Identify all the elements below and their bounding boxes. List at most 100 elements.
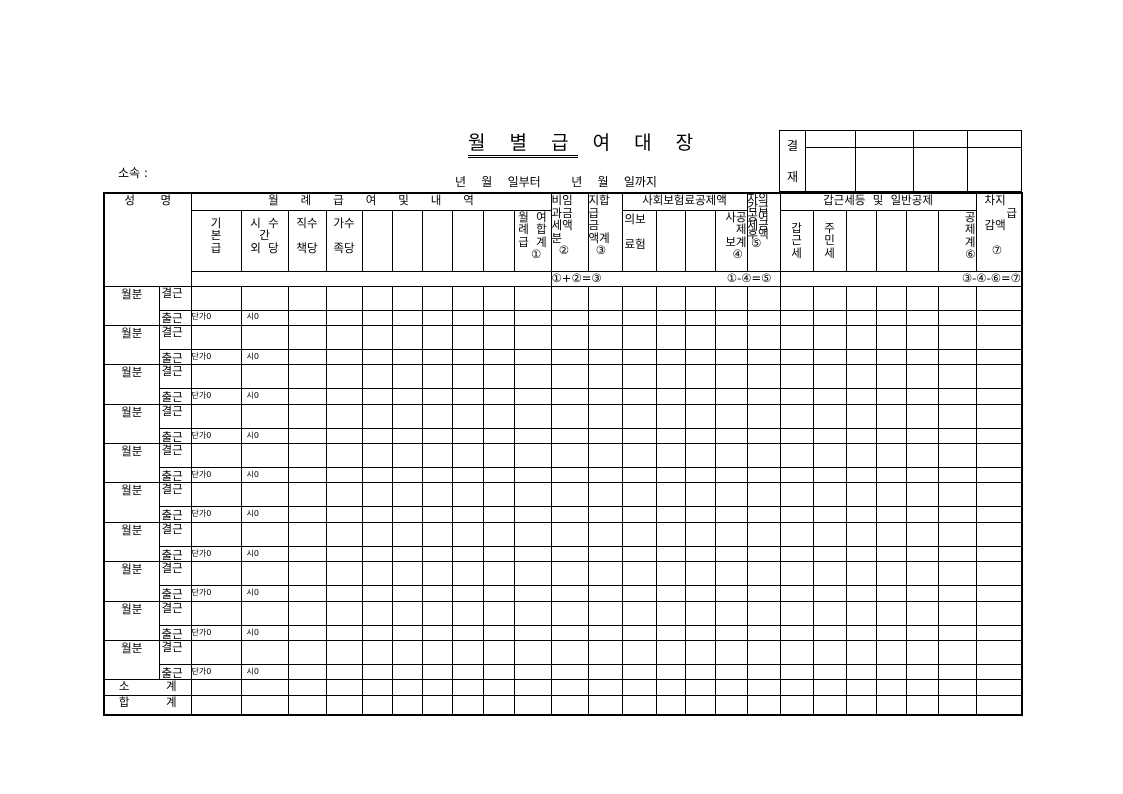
- data-cell[interactable]: [482, 309, 515, 326]
- data-cell[interactable]: [684, 664, 716, 681]
- data-cell[interactable]: [875, 561, 907, 587]
- data-cell[interactable]: [714, 388, 748, 405]
- data-cell[interactable]: [845, 309, 877, 326]
- data-cell[interactable]: [482, 640, 515, 666]
- data-cell[interactable]: [325, 600, 363, 626]
- data-cell[interactable]: [779, 364, 814, 390]
- data-cell[interactable]: [975, 640, 1023, 666]
- data-cell[interactable]: [325, 624, 363, 642]
- data-cell[interactable]: [975, 561, 1023, 587]
- data-cell[interactable]: [684, 348, 716, 366]
- data-cell[interactable]: [875, 285, 907, 311]
- data-cell[interactable]: [482, 364, 515, 390]
- data-cell[interactable]: [482, 624, 515, 642]
- data-cell[interactable]: [621, 585, 657, 602]
- data-cell[interactable]: [779, 427, 814, 445]
- data-cell[interactable]: [714, 624, 748, 642]
- data-cell[interactable]: [361, 427, 393, 445]
- data-cell[interactable]: [684, 309, 716, 326]
- data-cell[interactable]: [812, 545, 847, 563]
- data-cell[interactable]: [287, 427, 327, 445]
- data-cell[interactable]: [482, 403, 515, 429]
- data-cell[interactable]: [361, 403, 393, 429]
- data-cell[interactable]: [482, 388, 515, 405]
- data-cell[interactable]: [482, 521, 515, 547]
- data-cell[interactable]: [587, 521, 623, 547]
- data-cell[interactable]: [391, 388, 423, 405]
- data-cell[interactable]: [937, 285, 977, 311]
- data-cell[interactable]: [287, 309, 327, 326]
- data-cell[interactable]: [421, 324, 453, 350]
- data-cell[interactable]: [845, 561, 877, 587]
- data-cell[interactable]: [655, 585, 686, 602]
- hours-cell[interactable]: 시0: [240, 545, 289, 563]
- data-cell[interactable]: [550, 482, 589, 508]
- sum-cell[interactable]: [621, 679, 657, 697]
- data-cell[interactable]: [746, 640, 781, 666]
- data-cell[interactable]: [812, 521, 847, 547]
- sum-cell[interactable]: [240, 679, 289, 697]
- data-cell[interactable]: [905, 600, 939, 626]
- data-cell[interactable]: [845, 324, 877, 350]
- data-cell[interactable]: [746, 506, 781, 523]
- data-cell[interactable]: [587, 324, 623, 350]
- data-cell[interactable]: [875, 506, 907, 523]
- data-cell[interactable]: [361, 482, 393, 508]
- data-cell[interactable]: [845, 467, 877, 484]
- data-cell[interactable]: [812, 600, 847, 626]
- data-cell[interactable]: [812, 324, 847, 350]
- data-cell[interactable]: [655, 467, 686, 484]
- data-cell[interactable]: [391, 427, 423, 445]
- data-cell[interactable]: [875, 664, 907, 681]
- sum-cell[interactable]: [190, 679, 242, 697]
- data-cell[interactable]: [812, 506, 847, 523]
- sum-cell[interactable]: [684, 679, 716, 697]
- data-cell[interactable]: [905, 467, 939, 484]
- data-cell[interactable]: [190, 521, 242, 547]
- data-cell[interactable]: [875, 324, 907, 350]
- data-cell[interactable]: [190, 600, 242, 626]
- data-cell[interactable]: [975, 403, 1023, 429]
- data-cell[interactable]: [905, 624, 939, 642]
- data-cell[interactable]: [779, 403, 814, 429]
- data-cell[interactable]: [779, 443, 814, 469]
- hours-cell[interactable]: 시0: [240, 506, 289, 523]
- data-cell[interactable]: [421, 285, 453, 311]
- data-cell[interactable]: [905, 443, 939, 469]
- data-cell[interactable]: [550, 640, 589, 666]
- data-cell[interactable]: [421, 521, 453, 547]
- data-cell[interactable]: [513, 348, 552, 366]
- sum-cell[interactable]: [325, 695, 363, 716]
- data-cell[interactable]: [779, 324, 814, 350]
- data-cell[interactable]: [190, 285, 242, 311]
- data-cell[interactable]: [587, 427, 623, 445]
- sum-cell[interactable]: [451, 679, 484, 697]
- data-cell[interactable]: [905, 664, 939, 681]
- data-cell[interactable]: [513, 600, 552, 626]
- hours-cell[interactable]: 시0: [240, 427, 289, 445]
- data-cell[interactable]: [240, 521, 289, 547]
- data-cell[interactable]: [975, 545, 1023, 563]
- data-cell[interactable]: [550, 309, 589, 326]
- data-cell[interactable]: [287, 521, 327, 547]
- data-cell[interactable]: [391, 640, 423, 666]
- data-cell[interactable]: [779, 388, 814, 405]
- data-cell[interactable]: [655, 506, 686, 523]
- data-cell[interactable]: [655, 364, 686, 390]
- data-cell[interactable]: [325, 561, 363, 587]
- data-cell[interactable]: [714, 364, 748, 390]
- data-cell[interactable]: [361, 467, 393, 484]
- data-cell[interactable]: [482, 664, 515, 681]
- data-cell[interactable]: [937, 561, 977, 587]
- data-cell[interactable]: [513, 364, 552, 390]
- data-cell[interactable]: [325, 388, 363, 405]
- data-cell[interactable]: [714, 443, 748, 469]
- data-cell[interactable]: [361, 521, 393, 547]
- data-cell[interactable]: [746, 624, 781, 642]
- data-cell[interactable]: [361, 624, 393, 642]
- data-cell[interactable]: [621, 521, 657, 547]
- data-cell[interactable]: [421, 561, 453, 587]
- data-cell[interactable]: [391, 324, 423, 350]
- hours-cell[interactable]: 시0: [240, 585, 289, 602]
- data-cell[interactable]: [621, 467, 657, 484]
